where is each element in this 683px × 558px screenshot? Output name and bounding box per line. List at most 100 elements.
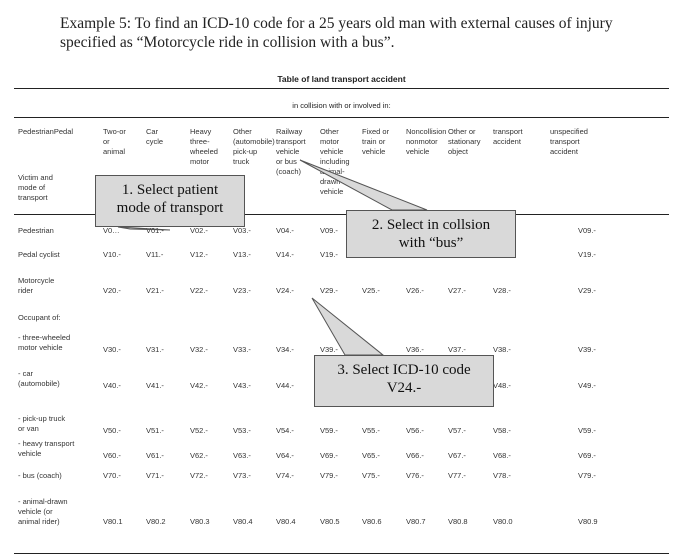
code-cell: V03.-: [233, 226, 251, 235]
code-cell: V66.-: [406, 451, 424, 460]
corner-label: PedestrianPedal: [18, 127, 74, 136]
table-bottom-rule: [14, 553, 669, 554]
column-header: Noncollision nonmotor vehicle: [406, 127, 447, 156]
code-cell: V80.7: [406, 517, 426, 526]
code-cell: V71.-: [146, 471, 164, 480]
code-cell: V29.-: [578, 286, 596, 295]
row-label: - heavy transport vehicle: [18, 439, 75, 458]
code-cell: V09.-: [320, 226, 338, 235]
code-cell: V34.-: [276, 345, 294, 354]
code-cell: V58.-: [493, 426, 511, 435]
column-header: Railway transport vehicle or bus (coach): [276, 127, 306, 176]
code-cell: V80.8: [448, 517, 468, 526]
code-cell: V59.-: [578, 426, 596, 435]
code-cell: V27.-: [448, 286, 466, 295]
code-cell: V42.-: [190, 381, 208, 390]
code-cell: V19.-: [578, 250, 596, 259]
victim-label: Victim and mode of transport: [18, 173, 53, 202]
code-cell: V61.-: [146, 451, 164, 460]
code-cell: V75.-: [362, 471, 380, 480]
code-cell: V79.-: [578, 471, 596, 480]
row-label: Pedal cyclist: [18, 250, 60, 259]
code-cell: V0…: [103, 226, 120, 235]
code-cell: V80.5: [320, 517, 340, 526]
column-header: Other or stationary object: [448, 127, 481, 156]
code-cell: V09.-: [578, 226, 596, 235]
row-label: - bus (coach): [18, 471, 62, 480]
code-cell: V80.6: [362, 517, 382, 526]
code-cell: V49.-: [578, 381, 596, 390]
code-cell: V40.-: [103, 381, 121, 390]
code-cell: V32.-: [190, 345, 208, 354]
code-cell: V23.-: [233, 286, 251, 295]
code-cell: V80.9: [578, 517, 598, 526]
row-label: - car (automobile): [18, 369, 60, 388]
column-header: Two-or or animal: [103, 127, 126, 156]
intro-text: Example 5: To find an ICD-10 code for a …: [60, 15, 613, 51]
code-cell: V70.-: [103, 471, 121, 480]
code-cell: V21.-: [146, 286, 164, 295]
code-cell: V33.-: [233, 345, 251, 354]
callout-select-collision: 2. Select in collsion with “bus”: [346, 210, 516, 258]
code-cell: V77.-: [448, 471, 466, 480]
column-header: Other motor vehicle including animal- dr…: [320, 127, 350, 196]
table-subtitle: in collision with or involved in:: [292, 101, 391, 110]
code-cell: V69.-: [320, 451, 338, 460]
column-header: Fixed or train or vehicle: [362, 127, 390, 156]
code-cell: V10.-: [103, 250, 121, 259]
code-cell: V25.-: [362, 286, 380, 295]
code-cell: V44.-: [276, 381, 294, 390]
column-header: Other (automobile) pick-up truck: [233, 127, 275, 166]
code-cell: V22.-: [190, 286, 208, 295]
code-cell: V80.2: [146, 517, 166, 526]
code-cell: V55.-: [362, 426, 380, 435]
code-cell: V64.-: [276, 451, 294, 460]
code-cell: V43.-: [233, 381, 251, 390]
code-cell: V51.-: [146, 426, 164, 435]
code-cell: V80.4: [233, 517, 253, 526]
code-cell: V13.-: [233, 250, 251, 259]
code-cell: V56.-: [406, 426, 424, 435]
code-cell: V65.-: [362, 451, 380, 460]
row-label: - animal-drawn vehicle (or animal rider): [18, 497, 68, 526]
table-top-rule: [14, 88, 669, 89]
code-cell: V62.-: [190, 451, 208, 460]
code-cell: V60.-: [103, 451, 121, 460]
code-cell: V11.-: [146, 250, 164, 259]
code-cell: V39.-: [320, 345, 338, 354]
code-cell: V04.-: [276, 226, 294, 235]
row-label: - pick-up truck or van: [18, 414, 66, 433]
code-cell: V48.-: [493, 381, 511, 390]
code-cell: V02.-: [190, 226, 208, 235]
code-cell: V28.-: [493, 286, 511, 295]
code-cell: V78.-: [493, 471, 511, 480]
callout-select-mode: 1. Select patient mode of transport: [95, 175, 245, 227]
code-cell: V31.-: [146, 345, 164, 354]
callout-2-pointer: [299, 159, 428, 211]
code-cell: V80.1: [103, 517, 123, 526]
code-cell: V39.-: [578, 345, 596, 354]
row-label: Motorcycle rider: [18, 276, 55, 295]
table-title: Table of land transport accident: [277, 74, 406, 84]
code-cell: V68.-: [493, 451, 511, 460]
header-rule: [14, 117, 669, 118]
code-cell: V79.-: [320, 471, 338, 480]
code-cell: V38.-: [493, 345, 511, 354]
code-cell: V01.-: [146, 226, 164, 235]
column-header: Car cycle: [146, 127, 164, 146]
code-cell: V50.-: [103, 426, 121, 435]
code-cell: V26.-: [406, 286, 424, 295]
code-cell: V80.3: [190, 517, 210, 526]
code-cell: V67.-: [448, 451, 466, 460]
column-header: Heavy three- wheeled motor: [190, 127, 218, 166]
code-cell: V30.-: [103, 345, 121, 354]
code-cell: V29.-: [320, 286, 338, 295]
code-cell: V41.-: [146, 381, 164, 390]
row-label: - three-wheeled motor vehicle: [18, 333, 71, 352]
code-cell: V76.-: [406, 471, 424, 480]
code-cell: V24.-: [276, 286, 294, 295]
code-cell: V37.-: [448, 345, 466, 354]
code-cell: V19.-: [320, 250, 338, 259]
code-cell: V12.-: [190, 250, 208, 259]
